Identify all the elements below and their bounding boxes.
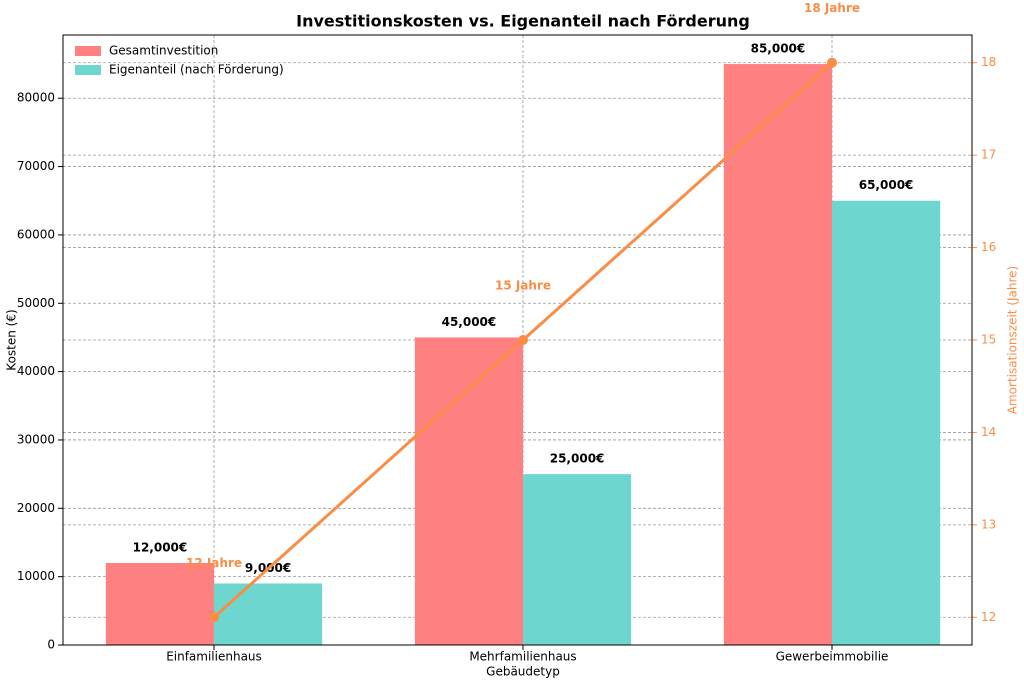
y2-tick-label: 12 <box>981 610 996 624</box>
bar <box>414 337 523 645</box>
bar <box>105 562 214 645</box>
y2-tick-label: 14 <box>981 425 996 439</box>
y2-tick-label: 15 <box>981 333 996 347</box>
x-tick-label: Einfamilienhaus <box>166 650 262 664</box>
y-tick-label: 40000 <box>17 364 55 378</box>
y-tick-label: 30000 <box>17 432 55 446</box>
bar-value-label: 12,000€ <box>133 540 188 554</box>
bar-value-label: 65,000€ <box>859 178 914 192</box>
bar <box>832 200 941 645</box>
bar <box>214 583 323 645</box>
bar-value-label: 85,000€ <box>751 42 806 56</box>
line-marker <box>209 612 219 623</box>
y-tick-label: 10000 <box>17 569 55 583</box>
y2-axis-label: Amortisationszeit (Jahre) <box>1006 266 1020 415</box>
x-axis-label: Gebäudetyp <box>486 665 560 679</box>
y-tick-label: 80000 <box>17 91 55 105</box>
legend-label: Eigenanteil (nach Förderung) <box>109 63 284 77</box>
bar-value-label: 45,000€ <box>442 315 497 329</box>
y2-tick-label: 13 <box>981 517 996 531</box>
line-marker <box>518 335 528 345</box>
plot-frame <box>62 34 973 646</box>
y2-tick-label: 16 <box>981 240 996 254</box>
bar <box>523 474 632 645</box>
line-marker <box>827 57 837 68</box>
bar <box>723 64 832 646</box>
y-tick-label: 20000 <box>17 501 55 515</box>
y-axis-label: Kosten (€) <box>5 309 19 370</box>
y2-tick-label: 18 <box>981 55 996 69</box>
line-value-label: 18 Jahre <box>804 1 860 15</box>
bar-value-label: 25,000€ <box>550 452 605 466</box>
y-tick-label: 0 <box>47 638 55 652</box>
y2-tick-label: 17 <box>981 148 996 162</box>
y-tick-label: 60000 <box>17 227 55 241</box>
line-value-label: 12 Jahre <box>186 556 242 570</box>
x-tick-label: Mehrfamilienhaus <box>469 650 576 664</box>
y-tick-label: 70000 <box>17 159 55 173</box>
y-tick-label: 50000 <box>17 296 55 310</box>
x-tick-label: Gewerbeimmobilie <box>776 650 889 664</box>
legend-label: Gesamtinvestition <box>109 44 218 58</box>
legend-swatch <box>75 46 101 56</box>
line-value-label: 15 Jahre <box>495 279 551 293</box>
legend-swatch <box>75 65 101 75</box>
chart-title: Investitionskosten vs. Eigenanteil nach … <box>296 12 750 31</box>
